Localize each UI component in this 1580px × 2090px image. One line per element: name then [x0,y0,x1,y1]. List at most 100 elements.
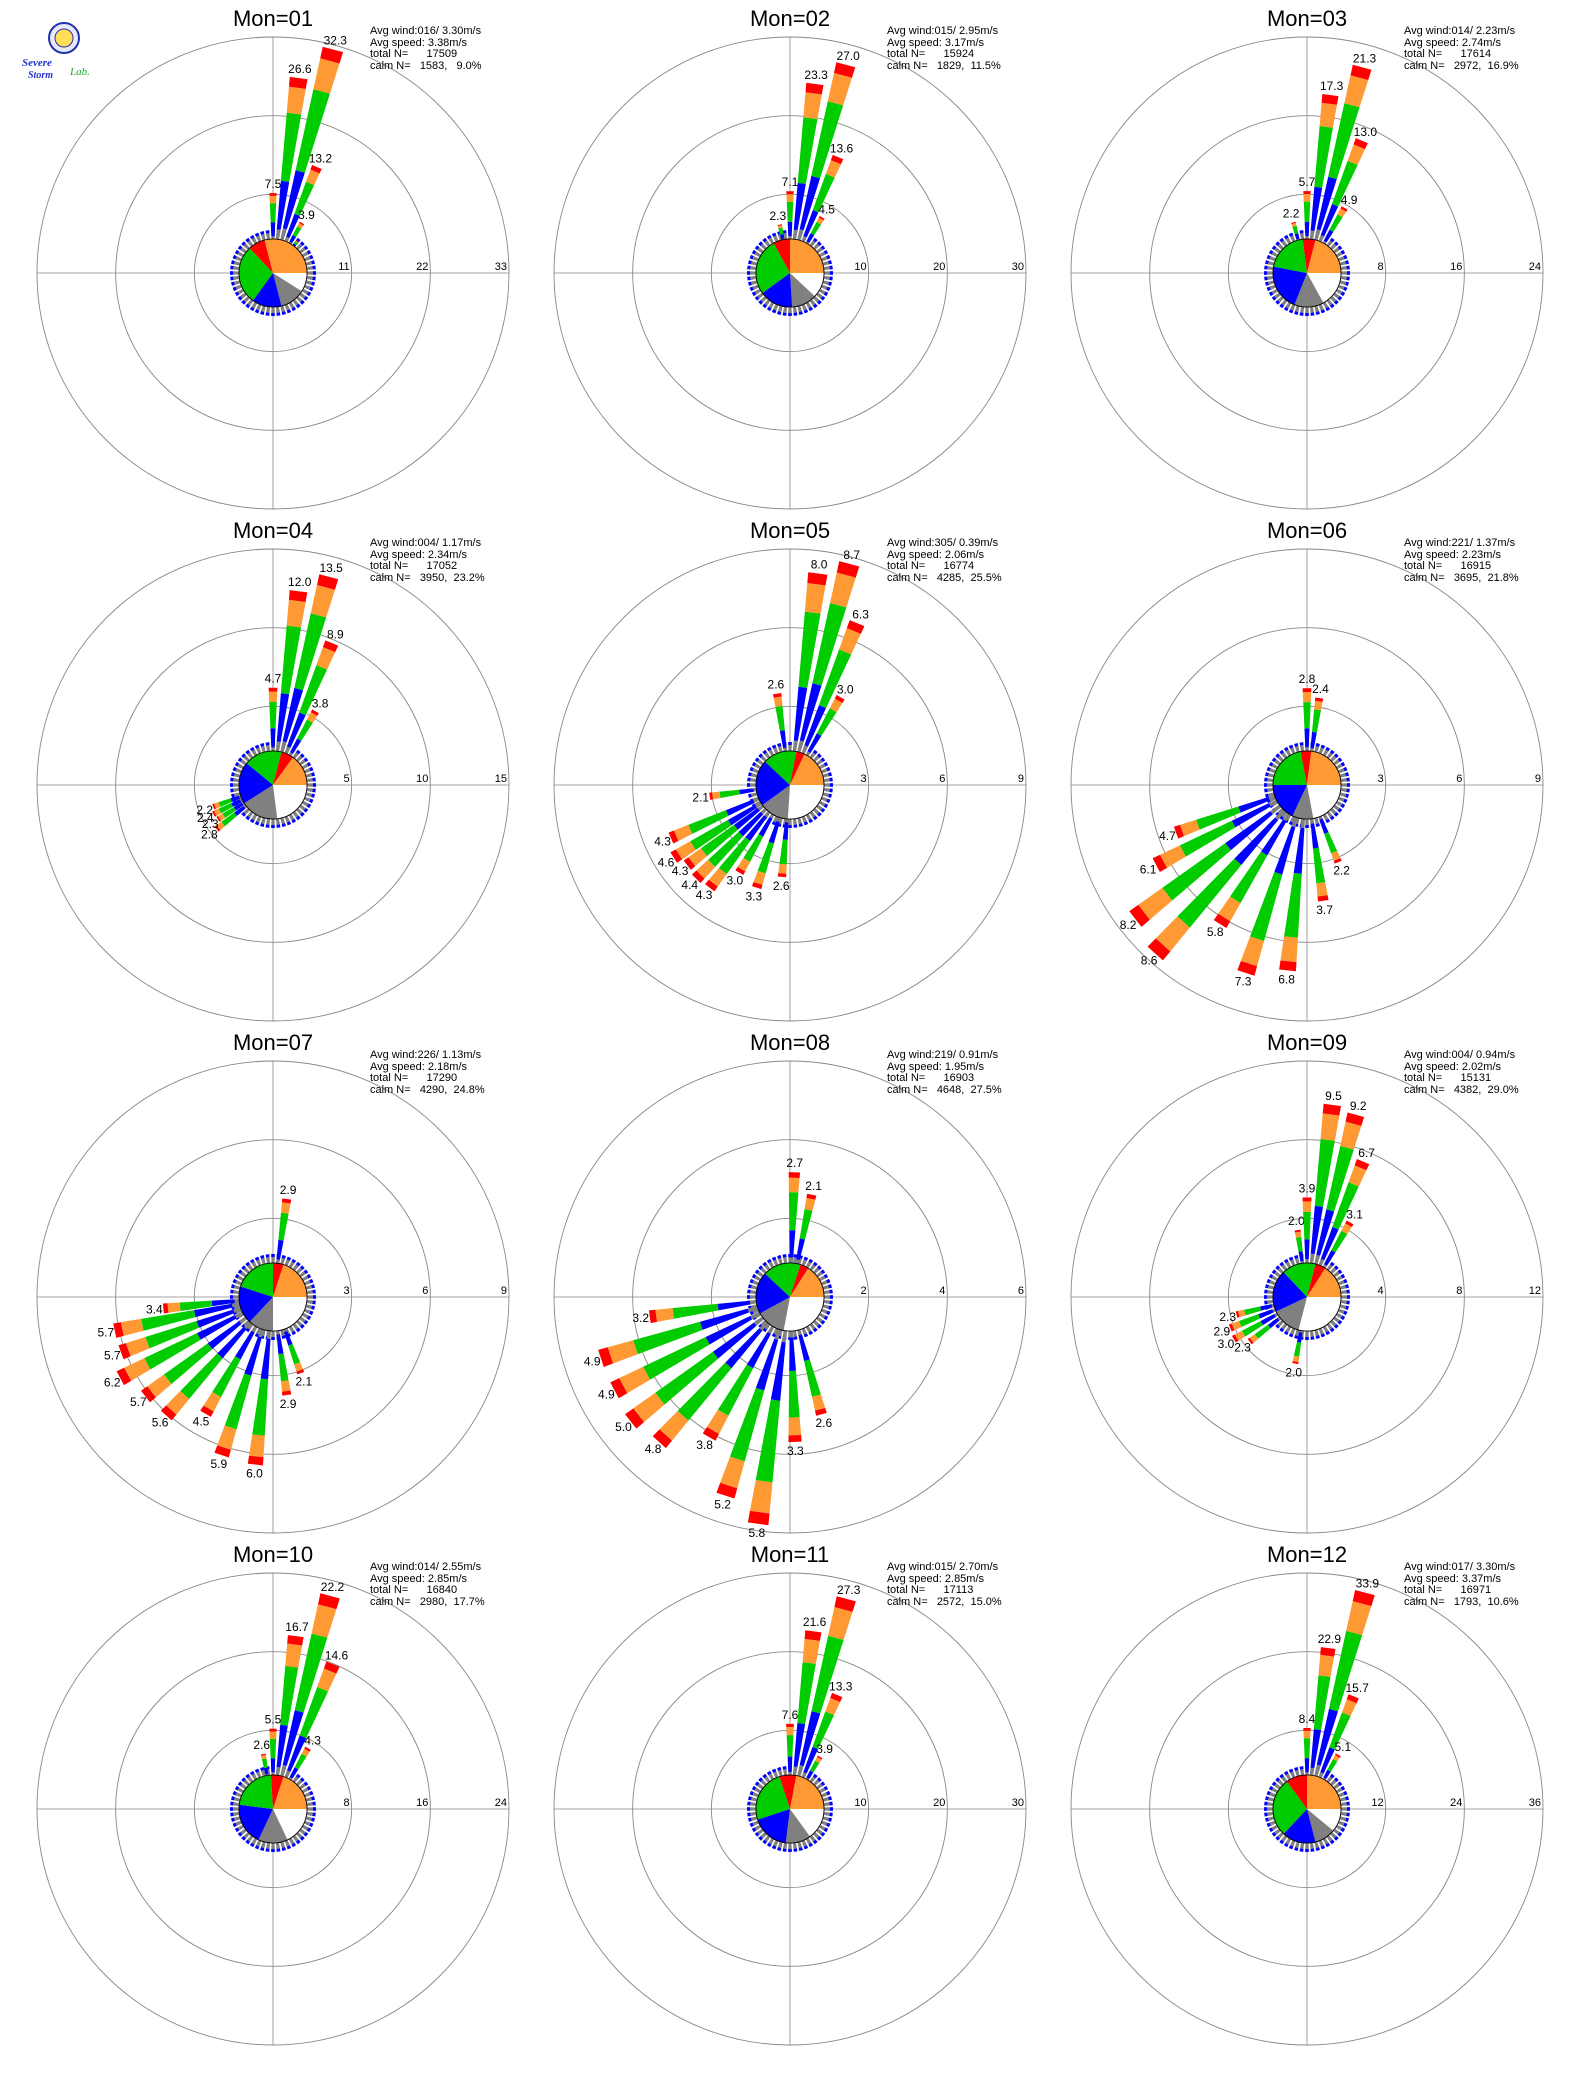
bar-segment [269,1728,277,1732]
bar-segment [295,240,299,243]
bar-segment [1320,1333,1326,1338]
bar-segment [823,761,829,767]
bar-segment [1264,783,1268,787]
bar-segment [829,783,833,787]
bar-segment [303,295,309,301]
bar-segment [816,804,823,811]
bar-segment [310,165,322,174]
bar-segment [254,232,260,237]
bar-segment [788,1848,792,1852]
bar-segment [1264,271,1268,275]
bar-segment [1320,744,1326,749]
bar-segment [1155,916,1190,952]
bar-segment [286,309,292,314]
bar-segment [1340,803,1346,809]
bar-segment [777,873,787,878]
bar-segment [303,1781,309,1787]
bar-segment [1271,763,1279,770]
bar-segment [237,245,243,251]
bar-segment [231,1284,235,1289]
bar-value-label: 3.9 [298,208,315,222]
bar-segment [1331,850,1341,861]
bar-value-label: 4.3 [304,1733,321,1747]
bar-segment [241,1836,246,1841]
bar-segment [240,292,247,299]
bar-segment [247,299,254,306]
bar-segment [1290,1327,1296,1335]
bar-segment [1337,208,1347,218]
bar-segment [1345,1112,1365,1126]
bar-segment [256,235,262,243]
bar-segment [245,1773,251,1779]
bar-segment [1343,1310,1348,1316]
bar-segment [808,818,814,824]
bar-segment [237,1269,243,1275]
bar-segment [294,1753,307,1770]
bar-segment [787,1756,793,1772]
bar-segment [823,1290,830,1295]
bar-segment [307,712,318,723]
bar-segment [771,309,777,314]
bar-value-label: 5.5 [265,1713,282,1727]
bar-value-label: 4.7 [1159,829,1176,843]
pie-slice [783,1297,824,1331]
bar-segment [232,766,237,772]
bar-segment [783,306,788,313]
bar-segment [271,1336,275,1340]
bar-segment [230,1295,234,1299]
bar-segment [234,761,240,767]
bar-segment [782,822,789,840]
bar-segment [271,236,275,240]
bar-segment [309,286,314,292]
bar-segment [312,1295,316,1299]
bar-segment [777,745,783,753]
bar-segment [254,1256,260,1261]
bar-segment [312,777,316,782]
bar-segment [768,1837,775,1845]
bar-segment [778,863,787,874]
bar-segment [271,312,275,316]
bar-segment [260,745,266,753]
bar-segment [1340,271,1347,275]
bar-segment [748,281,752,286]
stats-block: Avg wind:219/ 0.91m/s Avg speed: 1.95m/s t… [887,1049,1002,1096]
bar-segment [244,1336,262,1376]
bar-segment [777,1257,783,1265]
bar-segment [1237,960,1258,976]
pie-slice [1273,1272,1307,1312]
bar-segment [797,740,804,753]
bar-segment [746,1332,771,1369]
stats-block: Avg wind:015/ 2.70m/s Avg speed: 2.85m/s t… [887,1561,1002,1608]
bar-segment [312,1807,316,1811]
bar-segment [1264,788,1268,793]
bar-segment [1254,1324,1271,1339]
pie-outline [238,1262,308,1332]
bar-segment [1314,1329,1320,1337]
bar-segment [1275,1836,1280,1841]
bar-segment [258,1328,264,1338]
bar-segment [240,1828,247,1835]
bar-value-label: 5.7 [97,1326,114,1340]
bar-value-label: 8.0 [811,557,828,571]
bar-segment [1285,1261,1292,1269]
bar-segment [633,1321,703,1355]
bar-segment [818,1824,826,1831]
ring-tick-label: 6 [1018,1285,1024,1297]
bar-segment [276,693,290,742]
bar-segment [233,1802,240,1807]
bar-segment [1339,280,1347,286]
bar-segment [1288,744,1294,749]
bar-segment [295,89,330,173]
bar-segment [251,749,258,757]
bar-segment [1302,1201,1312,1212]
bar-segment [811,1394,826,1411]
stats-line-avg-wind: Avg wind:305/ 0.39m/s [887,537,999,549]
bar-segment [284,1770,291,1779]
bar-segment [230,1289,234,1294]
bar-segment [1309,230,1315,240]
bar-segment [1318,1839,1324,1847]
stats-block: Avg wind:305/ 0.39m/s Avg speed: 2.06m/s t… [887,537,1002,584]
pie-outline [755,1774,825,1844]
bar-segment [295,1779,303,1787]
bar-segment [249,818,255,824]
